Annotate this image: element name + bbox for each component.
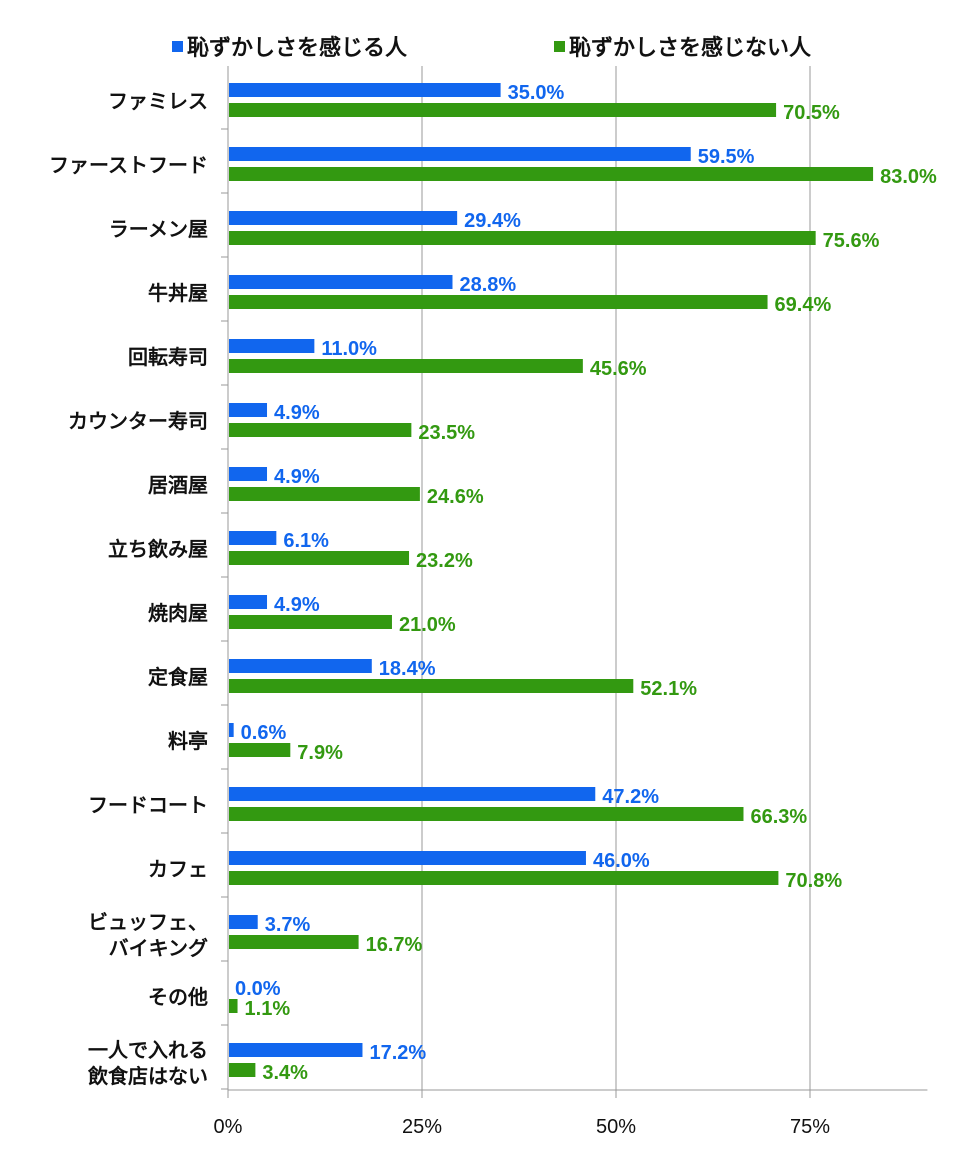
data-label: 47.2% xyxy=(602,786,659,808)
data-label: 70.5% xyxy=(783,102,840,124)
data-label: 16.7% xyxy=(366,934,423,956)
data-label: 83.0% xyxy=(880,166,937,188)
data-label: 29.4% xyxy=(464,210,521,232)
data-label: 11.0% xyxy=(321,338,377,360)
bar-green xyxy=(229,1063,256,1077)
bar-green xyxy=(229,359,583,373)
bar-blue xyxy=(229,595,268,609)
legend-label: 恥ずかしさを感じる人 xyxy=(187,36,408,61)
category-label: 定食屋 xyxy=(148,665,208,689)
data-label: 75.6% xyxy=(823,230,880,252)
category-label: 牛丼屋 xyxy=(148,281,208,305)
bar-blue xyxy=(229,787,596,801)
data-label: 70.8% xyxy=(785,870,842,892)
data-label: 0.0% xyxy=(235,978,281,1000)
category-label: ラーメン屋 xyxy=(109,217,208,241)
data-label: 6.1% xyxy=(283,530,329,552)
bar-blue xyxy=(229,83,501,97)
data-label: 69.4% xyxy=(775,294,832,316)
bar-blue xyxy=(229,147,691,161)
data-label: 4.9% xyxy=(274,402,320,424)
bar-blue xyxy=(229,339,315,353)
bar-green xyxy=(229,871,779,885)
data-label: 7.9% xyxy=(297,742,343,764)
x-tick-label: 75% xyxy=(790,1116,830,1138)
bar-blue xyxy=(229,531,277,545)
data-label: 52.1% xyxy=(640,678,697,700)
category-label: 立ち飲み屋 xyxy=(108,537,208,561)
data-label: 66.3% xyxy=(750,806,807,828)
bar-green xyxy=(229,231,816,245)
data-label: 0.6% xyxy=(241,722,287,744)
bar-green xyxy=(229,807,744,821)
bar-blue xyxy=(229,1043,363,1057)
category-label: 回転寿司 xyxy=(128,345,208,369)
legend-item-series-1: 恥ずかしさを感じない人 xyxy=(554,30,811,62)
data-label: 18.4% xyxy=(379,658,436,680)
category-label: フードコート xyxy=(88,793,208,817)
bar-blue xyxy=(229,403,268,417)
data-label: 3.4% xyxy=(262,1062,308,1084)
category-label: ファーストフード xyxy=(49,153,208,177)
bar-green xyxy=(229,167,874,181)
data-label: 28.8% xyxy=(459,274,516,296)
bar-green xyxy=(229,423,412,437)
data-label: 1.1% xyxy=(245,998,291,1020)
bar-green xyxy=(229,935,359,949)
category-label: ファミレス xyxy=(108,89,208,113)
bar-blue xyxy=(229,659,372,673)
x-tick-label: 50% xyxy=(596,1116,636,1138)
data-label: 45.6% xyxy=(590,358,647,380)
legend-swatch-green xyxy=(554,40,565,52)
data-label: 35.0% xyxy=(508,82,565,104)
data-label: 17.2% xyxy=(369,1042,426,1064)
bar-blue xyxy=(229,467,268,481)
bar-green xyxy=(229,615,392,629)
category-label: 居酒屋 xyxy=(148,473,208,497)
data-label: 4.9% xyxy=(274,594,320,616)
bar-blue xyxy=(229,851,586,865)
data-label: 46.0% xyxy=(593,850,650,872)
data-label: 21.0% xyxy=(399,614,456,636)
category-label: ビュッフェ、 xyxy=(88,910,208,934)
legend-item-series-0: 恥ずかしさを感じる人 xyxy=(172,30,407,62)
x-tick-label: 0% xyxy=(214,1116,243,1138)
bar-blue xyxy=(229,915,258,929)
data-label: 23.2% xyxy=(416,550,473,572)
bar-blue xyxy=(229,723,234,737)
bar-green xyxy=(229,487,420,501)
bar-green xyxy=(229,103,777,117)
x-tick-label: 25% xyxy=(402,1116,442,1138)
data-label: 4.9% xyxy=(274,466,320,488)
legend-swatch-blue xyxy=(172,40,183,52)
data-label: 23.5% xyxy=(418,422,475,444)
category-label: バイキング xyxy=(109,936,208,960)
legend-label: 恥ずかしさを感じない人 xyxy=(569,36,812,61)
category-label: 一人で入れる xyxy=(88,1038,208,1062)
category-label: 料亭 xyxy=(168,729,208,753)
bar-green xyxy=(229,551,410,565)
category-label: 飲食店はない xyxy=(87,1064,208,1088)
data-label: 59.5% xyxy=(698,146,755,168)
data-label: 24.6% xyxy=(427,486,484,508)
bar-green xyxy=(229,999,238,1013)
category-label: その他 xyxy=(148,985,208,1009)
category-label: カウンター寿司 xyxy=(68,409,208,433)
data-label: 3.7% xyxy=(265,914,311,936)
bar-blue xyxy=(229,275,453,289)
bar-green xyxy=(229,679,634,693)
bar-green xyxy=(229,295,768,309)
category-label: カフェ xyxy=(148,857,208,881)
category-label: 焼肉屋 xyxy=(148,601,208,625)
bar-green xyxy=(229,743,291,757)
bar-blue xyxy=(229,211,458,225)
